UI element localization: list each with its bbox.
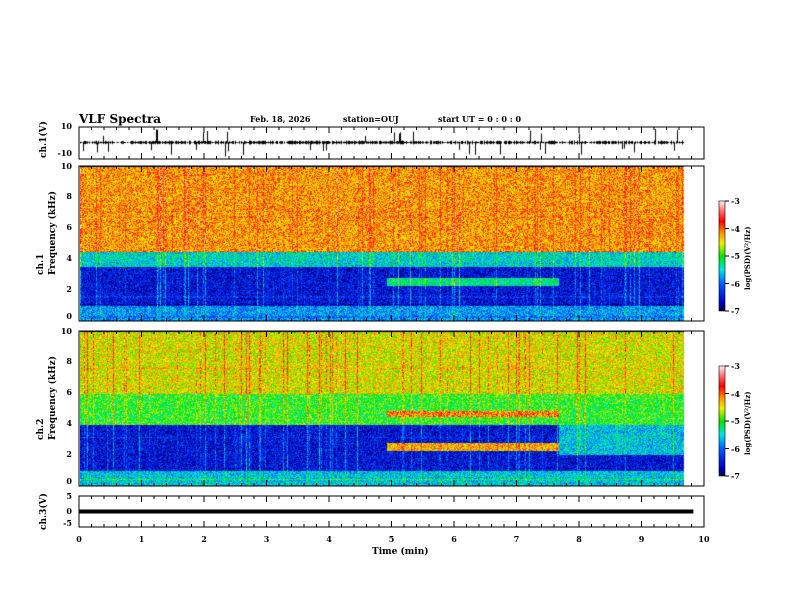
freq-ytick-label: 2 <box>66 449 72 459</box>
colorbar-tick-label: -4 <box>731 223 740 234</box>
chart-title: VLF Spectra <box>79 112 162 126</box>
x-tick-label: 4 <box>326 534 332 544</box>
colorbar2-label: log(PSD)(V²/Hz) <box>743 391 752 455</box>
ch1-spectrogram-heatmap <box>80 166 694 321</box>
freq-ytick-label: 10 <box>60 326 72 336</box>
x-tick-label: 3 <box>263 534 270 544</box>
colorbar-tick-label: -3 <box>731 361 740 371</box>
x-axis-label: Time (min) <box>372 547 429 557</box>
colorbar-tick-label: -7 <box>731 306 740 316</box>
ch2-spec-ylabel-b: Frequency (kHz) <box>48 355 58 440</box>
ch1-spec-ylabel-a: ch.1 <box>36 253 46 275</box>
ch3-ytick-label: -5 <box>63 518 72 528</box>
ch1-colorbar <box>719 201 725 311</box>
colorbar-tick-label: -6 <box>731 278 740 289</box>
ch2-spectrogram-heatmap <box>80 331 694 486</box>
x-tick-label: 10 <box>698 534 710 544</box>
ch1-waveform-plot <box>80 127 694 158</box>
date-label: Feb. 18, 2026 <box>250 114 311 124</box>
x-tick-label: 9 <box>638 534 645 544</box>
freq-ytick-label: 2 <box>66 284 72 294</box>
colorbar-tick-label: -7 <box>731 471 740 481</box>
freq-ytick-label: 8 <box>66 191 72 201</box>
freq-ytick-label: 6 <box>66 387 72 397</box>
freq-ytick-label: 10 <box>60 161 72 171</box>
ch3-ylabel: ch.3(V) <box>39 493 49 530</box>
x-tick-label: 2 <box>201 534 207 544</box>
x-tick-label: 0 <box>76 534 82 544</box>
ch3-ytick-label: 0 <box>66 506 72 516</box>
x-tick-label: 5 <box>388 534 395 544</box>
ch1-ylabel: ch.1(V) <box>39 121 49 158</box>
ch2-colorbar <box>719 366 725 476</box>
freq-ytick-label: 8 <box>66 356 72 366</box>
x-tick-label: 7 <box>513 534 520 544</box>
colorbar-frame <box>718 200 726 312</box>
station-label: station=OUJ <box>343 114 399 124</box>
x-tick-label: 6 <box>451 534 457 544</box>
colorbar-tick-label: -5 <box>731 416 740 426</box>
colorbar-tick-label: -3 <box>731 196 740 206</box>
ch1-ytick-label: -10 <box>57 148 72 158</box>
start-time-label: start UT = 0 : 0 : 0 <box>438 114 522 124</box>
colorbar-tick-label: -5 <box>731 251 740 261</box>
freq-ytick-label: 0 <box>66 311 72 321</box>
colorbar1-label: log(PSD)(V²/Hz) <box>743 226 752 290</box>
x-tick-label: 8 <box>576 534 582 544</box>
freq-ytick-label: 0 <box>66 476 72 486</box>
freq-ytick-label: 6 <box>66 222 72 232</box>
panel-frame <box>78 330 705 487</box>
panel-frame <box>78 165 705 322</box>
colorbar-tick-label: -4 <box>731 388 740 399</box>
freq-ytick-label: 4 <box>66 418 72 428</box>
colorbar-tick-label: -6 <box>731 443 740 454</box>
colorbar-frame <box>718 365 726 477</box>
ch1-spec-ylabel-b: Frequency (kHz) <box>48 190 58 275</box>
ch2-spec-ylabel-a: ch.2 <box>36 418 46 440</box>
x-tick-label: 1 <box>138 534 145 544</box>
ch1-ytick-label: 10 <box>60 121 72 131</box>
ch3-ytick-label: 5 <box>66 491 72 501</box>
freq-ytick-label: 4 <box>66 253 72 263</box>
